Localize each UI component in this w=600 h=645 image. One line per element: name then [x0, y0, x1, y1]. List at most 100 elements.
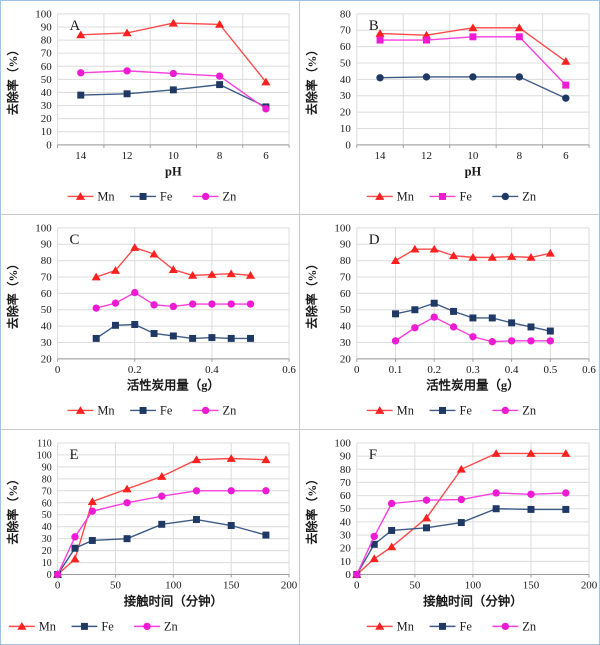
chart-d-svg: 20 30 40 50 60 70 80 90 100 0 0.1 0.2 0.3 0.4 0.5 0.6 活性…	[305, 223, 596, 418]
legend-label: Mn	[97, 189, 114, 203]
x-tick-label: 100	[165, 579, 182, 591]
square-marker	[488, 314, 496, 322]
square-marker	[439, 192, 447, 200]
x-tick-label: 0.5	[543, 364, 557, 376]
circle-marker	[430, 313, 438, 322]
x-axis	[356, 358, 590, 363]
triangle-marker	[375, 406, 385, 415]
circle-marker	[215, 72, 224, 80]
x-axis-labels: 0 50 100 150 200	[354, 579, 598, 591]
square-marker	[80, 622, 88, 630]
y-tick-label: 80	[41, 35, 52, 47]
circle-marker	[457, 495, 465, 503]
square-marker	[123, 534, 131, 542]
circle-marker	[123, 498, 131, 507]
y-tick-label: 60	[340, 41, 351, 53]
series-Mn	[390, 245, 555, 265]
legend-label: Zn	[223, 404, 237, 418]
legend-item-Fe: Fe	[429, 404, 472, 418]
y-tick-label: 40	[340, 516, 351, 528]
x-tick-label: 0.1	[389, 364, 403, 376]
y-tick-label: 20	[340, 354, 351, 366]
triangle-marker	[87, 496, 97, 505]
legend-label: Mn	[39, 619, 57, 633]
square-marker	[422, 36, 430, 44]
y-tick-label: 90	[340, 239, 351, 251]
triangle-marker	[207, 270, 217, 279]
panel-c: 20 30 40 50 60 70 80 90 100 0 0.2 0.4 0.6 活性炭用量（g） 去除率…	[1, 215, 300, 430]
panel-letter: C	[70, 232, 80, 248]
triangle-marker	[168, 18, 178, 27]
triangle-marker	[375, 621, 385, 630]
square-marker	[150, 330, 158, 338]
series-Fe	[353, 504, 570, 578]
circle-marker	[353, 570, 361, 578]
y-tick-label: 70	[42, 486, 52, 497]
x-tick-label: 10	[467, 150, 478, 162]
triangle-marker	[261, 77, 271, 86]
circle-marker	[131, 289, 139, 297]
legend-item-Fe: Fe	[429, 619, 472, 633]
legend-item-Zn: Zn	[134, 619, 178, 633]
triangle-marker	[75, 192, 86, 200]
series-Zn	[53, 486, 270, 578]
triangle-marker	[149, 250, 159, 258]
x-axis-title: 接触时间（分钟）	[124, 593, 223, 608]
y-tick-label: 20	[340, 107, 351, 119]
triangle-marker	[410, 245, 420, 253]
triangle-marker	[487, 253, 497, 262]
circle-marker	[169, 69, 178, 78]
legend-item-Fe: Fe	[71, 619, 114, 633]
x-tick-label: 0.3	[466, 364, 480, 376]
circle-marker	[111, 299, 120, 308]
legend-item-Mn: Mn	[366, 189, 415, 203]
triangle-marker	[375, 192, 385, 200]
y-tick-label: 0	[345, 139, 351, 151]
x-tick-label: 10	[168, 150, 179, 162]
triangle-marker	[122, 484, 132, 493]
y-tick-label: 10	[340, 556, 351, 568]
legend-item-Fe: Fe	[429, 189, 472, 203]
y-tick-label: 80	[42, 474, 52, 485]
series-Mn	[375, 23, 571, 65]
panel-letter: D	[369, 232, 380, 248]
y-tick-label: 40	[340, 74, 351, 86]
circle-marker	[227, 300, 235, 309]
x-tick-label: 0.6	[582, 364, 596, 376]
y-tick-label: 40	[41, 87, 52, 99]
triangle-marker	[514, 23, 524, 32]
square-marker	[411, 306, 419, 314]
circle-marker	[515, 73, 524, 81]
square-marker	[562, 505, 570, 513]
circle-marker	[562, 94, 570, 102]
y-axis-labels: 0 10 20 30 40 50 60 70 80	[340, 8, 351, 151]
triangle-marker	[261, 454, 271, 463]
square-marker	[216, 81, 224, 89]
square-marker	[208, 334, 216, 342]
legend-label: Zn	[164, 619, 179, 633]
x-tick-label: 8	[517, 150, 523, 162]
y-axis-title: 去除率（%）	[304, 473, 319, 545]
series-Mn	[91, 243, 256, 281]
circle-marker	[88, 507, 97, 515]
legend-item-Fe: Fe	[130, 404, 173, 418]
triangle-marker	[456, 464, 466, 473]
triangle-marker	[375, 29, 385, 37]
y-tick-label: 20	[41, 354, 52, 366]
y-tick-label: 70	[340, 25, 351, 37]
circle-marker	[492, 488, 500, 497]
x-axis-title: pH	[165, 165, 182, 179]
square-marker	[193, 515, 200, 523]
circle-marker	[546, 337, 555, 345]
square-marker	[515, 33, 523, 41]
legend-label: Fe	[160, 189, 173, 203]
panel-e: 0 10 20 30 40 50 60 70 80 90 100 110 0 50 100 150 200 接触时…	[1, 429, 300, 644]
y-tick-label: 50	[340, 58, 351, 70]
circle-marker	[201, 192, 210, 201]
triangle-marker	[130, 243, 140, 252]
legend-item-Fe: Fe	[130, 189, 173, 203]
x-tick-label: 6	[563, 150, 569, 162]
